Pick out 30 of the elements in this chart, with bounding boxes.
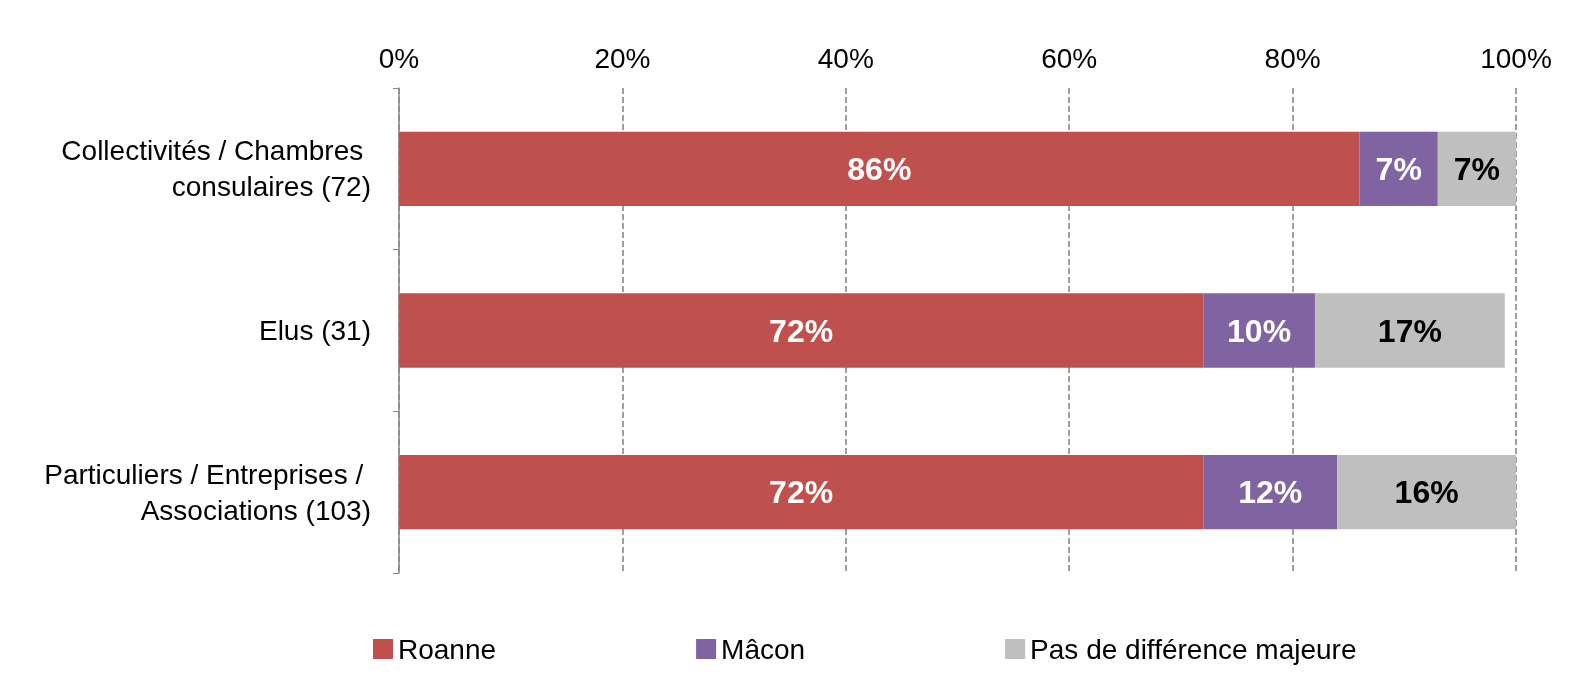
bar [1314,293,1505,368]
bar [1337,454,1516,530]
legend-label: Roanne [398,633,497,665]
x-tick-label: 80% [1264,42,1321,74]
data-label: 7% [1453,150,1501,187]
bar [1437,131,1516,207]
data-label: 17% [1377,312,1442,349]
bar [1359,131,1438,207]
bar [399,293,1204,368]
data-label: 10% [1227,312,1292,349]
x-tick-label: 20% [594,42,651,74]
legend-label: Mâcon [721,633,806,665]
bar [399,131,1360,207]
bar [1203,454,1338,530]
x-tick-label: 40% [817,42,874,74]
legend-label: Pas de différence majeure [1030,633,1357,665]
data-label: 72% [769,312,834,349]
data-label: 7% [1375,150,1422,187]
bar [1203,293,1315,368]
x-tick-label: 100% [1480,42,1552,74]
y-tick-label: Elus (31) [258,315,371,346]
data-label: 12% [1238,474,1303,511]
x-tick-label: 60% [1041,42,1098,74]
data-label: 72% [769,474,834,511]
x-tick-label: 0% [378,42,420,74]
y-tick-label: Particuliers / Entreprises / Associations (103) [44,458,371,526]
data-label: 86% [847,150,912,187]
y-tick-label: Collectivités / Chambres consulaires (72) [61,135,371,203]
data-label: 16% [1394,474,1459,511]
bar [399,454,1204,530]
